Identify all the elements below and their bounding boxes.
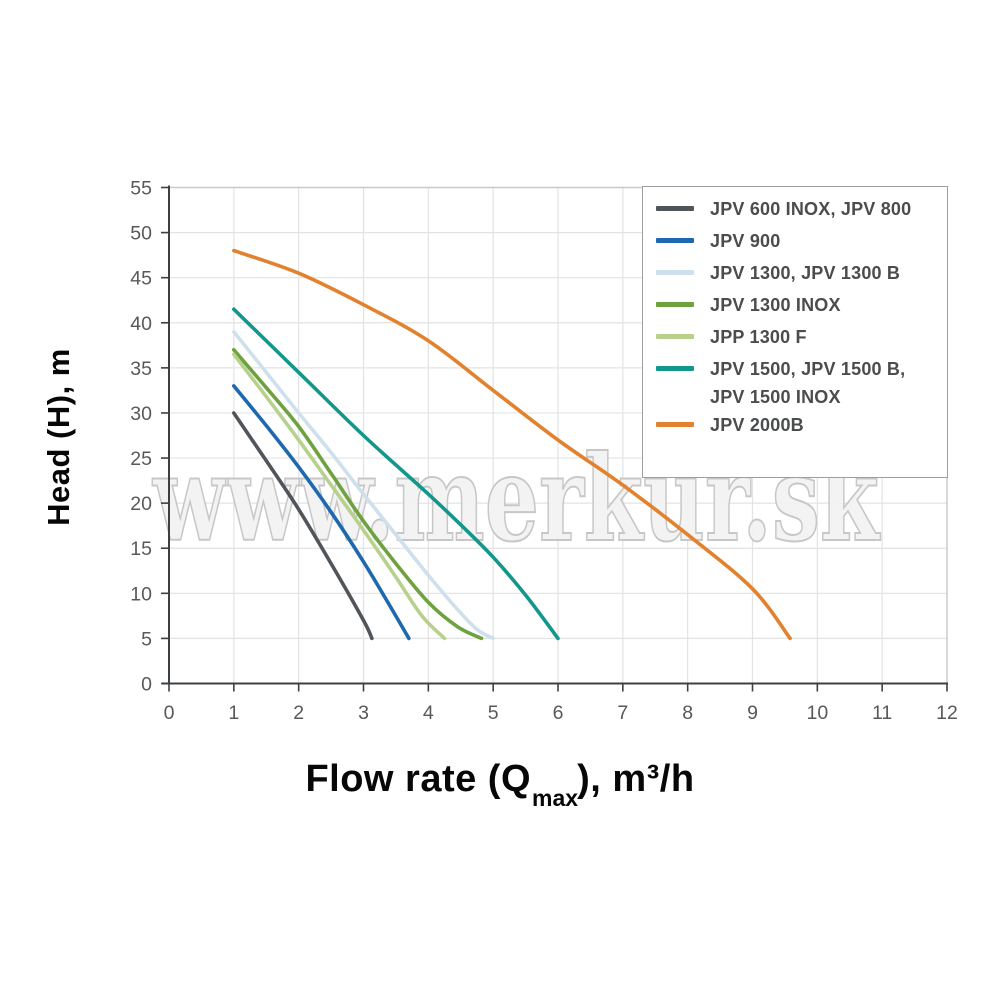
x-tick-label: 8 xyxy=(682,702,693,724)
tick-marks xyxy=(161,186,948,692)
legend-label: JPV 900 xyxy=(710,231,781,251)
x-tick-label: 6 xyxy=(553,702,564,724)
legend-swatch-icon xyxy=(656,334,694,339)
x-tick-label: 12 xyxy=(936,702,958,724)
x-axis-title-subscript: max xyxy=(532,784,579,811)
x-tick-label: 3 xyxy=(358,702,369,724)
legend-label: JPV 1500, JPV 1500 B, JPV 1500 INOX xyxy=(710,359,906,407)
x-tick-label: 0 xyxy=(164,702,175,724)
x-axis-title-prefix: Flow rate (Q xyxy=(305,758,532,800)
x-tick-label: 5 xyxy=(488,702,499,724)
series-line-0 xyxy=(232,411,374,641)
y-tick-label: 50 xyxy=(130,223,152,245)
y-tick-label: 40 xyxy=(130,313,152,335)
x-tick-label: 4 xyxy=(423,702,434,724)
legend-swatch-icon xyxy=(656,366,694,371)
legend-item: JPV 1300, JPV 1300 B xyxy=(643,259,947,291)
y-tick-label: 25 xyxy=(130,448,152,470)
legend-item: JPV 1300 INOX xyxy=(643,291,947,323)
legend-item: JPV 1500, JPV 1500 B, JPV 1500 INOX xyxy=(643,355,947,411)
y-tick-label: 15 xyxy=(130,538,152,560)
series-line-5 xyxy=(232,307,560,641)
legend-label: JPV 600 INOX, JPV 800 xyxy=(710,199,912,219)
y-tick-label: 5 xyxy=(141,628,152,650)
y-tick-label: 55 xyxy=(130,178,152,200)
y-tick-label: 10 xyxy=(130,583,152,605)
series-line-2 xyxy=(232,330,495,641)
legend-item: JPV 600 INOX, JPV 800 xyxy=(643,195,947,227)
legend-swatch-icon xyxy=(656,270,694,275)
y-tick-label: 20 xyxy=(130,493,152,515)
legend-label: JPV 1300, JPV 1300 B xyxy=(710,263,901,283)
y-tick-label: 0 xyxy=(141,674,152,696)
legend-item: JPV 900 xyxy=(643,227,947,259)
x-axis-title: Flow rate (Qmax), m³/h xyxy=(0,758,1000,811)
x-tick-label: 10 xyxy=(806,702,828,724)
x-tick-label: 11 xyxy=(872,702,892,724)
legend-swatch-icon xyxy=(656,422,694,427)
series-line-3 xyxy=(232,348,484,641)
legend-swatch-icon xyxy=(656,206,694,211)
legend-item: JPP 1300 F xyxy=(643,323,947,355)
series-line-6 xyxy=(232,248,792,641)
legend-swatch-icon xyxy=(656,238,694,243)
series-line-1 xyxy=(232,384,411,641)
x-tick-label: 7 xyxy=(617,702,628,724)
legend-label: JPP 1300 F xyxy=(710,327,807,347)
x-axis-title-suffix: ), m³/h xyxy=(577,758,695,800)
legend-item: JPV 2000B xyxy=(643,411,947,443)
x-tick-labels: 0 1 2 3 4 5 6 7 8 9 10 11 12 xyxy=(164,702,958,724)
y-tick-label: 45 xyxy=(130,268,152,290)
series-paths xyxy=(232,248,792,641)
legend-label: JPV 2000B xyxy=(710,415,804,435)
y-tick-label: 30 xyxy=(130,403,152,425)
y-axis-title: Head (H), m xyxy=(41,348,76,526)
legend: JPV 600 INOX, JPV 800 JPV 900 JPV 1300, JP… xyxy=(642,186,948,478)
series-line-4 xyxy=(232,352,447,641)
x-tick-label: 2 xyxy=(293,702,304,724)
x-tick-label: 1 xyxy=(228,702,239,724)
y-tick-labels: 0 5 10 15 20 25 30 35 40 45 50 55 xyxy=(130,178,152,696)
legend-label: JPV 1300 INOX xyxy=(710,295,841,315)
legend-swatch-icon xyxy=(656,302,694,307)
x-tick-label: 9 xyxy=(747,702,758,724)
y-tick-label: 35 xyxy=(130,358,152,380)
